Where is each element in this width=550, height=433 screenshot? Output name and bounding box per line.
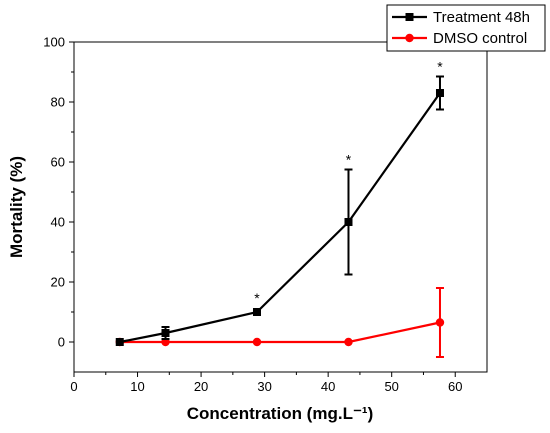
data-point xyxy=(115,338,124,346)
series-layer: * * * xyxy=(115,59,445,358)
legend-item: Treatment 48h xyxy=(392,9,530,26)
y-tick-label: 40 xyxy=(51,215,65,230)
significance-annotation: * xyxy=(437,59,443,75)
y-tick-label: 80 xyxy=(51,95,65,110)
x-tick-label: 50 xyxy=(384,379,398,394)
y-tick-label: 60 xyxy=(51,155,65,170)
legend-label: Treatment 48h xyxy=(433,9,530,26)
series-line xyxy=(119,92,441,344)
data-point xyxy=(252,308,261,316)
legend-label: DMSO control xyxy=(433,30,527,47)
significance-annotation: * xyxy=(346,152,352,168)
x-axis: 0 10 20 30 40 50 60 xyxy=(70,372,462,394)
x-tick-label: 40 xyxy=(321,379,335,394)
x-tick-label: 60 xyxy=(448,379,462,394)
legend: Treatment 48h DMSO control xyxy=(386,4,546,52)
data-point xyxy=(344,218,353,226)
legend-box xyxy=(386,4,546,52)
legend-marker xyxy=(405,33,414,43)
data-point xyxy=(252,337,262,347)
y-tick-label: 20 xyxy=(51,275,65,290)
y-tick-label: 0 xyxy=(58,335,65,350)
x-axis-title: Concentration (mg.L⁻¹) xyxy=(187,404,374,423)
series-control xyxy=(115,287,445,358)
plot-frame xyxy=(73,41,488,373)
x-tick-label: 0 xyxy=(70,379,77,394)
data-point xyxy=(435,318,445,327)
data-point xyxy=(435,89,444,97)
y-axis: 0 20 40 60 80 100 xyxy=(43,35,74,350)
data-point xyxy=(161,329,170,337)
x-tick-label: 30 xyxy=(257,379,271,394)
significance-annotation: * xyxy=(254,290,260,306)
y-axis-title: Mortality (%) xyxy=(7,156,26,258)
y-tick-label: 100 xyxy=(43,35,65,50)
data-point xyxy=(344,337,353,347)
x-tick-label: 20 xyxy=(194,379,208,394)
series-treatment: * * * xyxy=(115,59,444,346)
legend-marker xyxy=(405,13,414,21)
x-tick-label: 10 xyxy=(130,379,144,394)
legend-item: DMSO control xyxy=(392,30,527,47)
